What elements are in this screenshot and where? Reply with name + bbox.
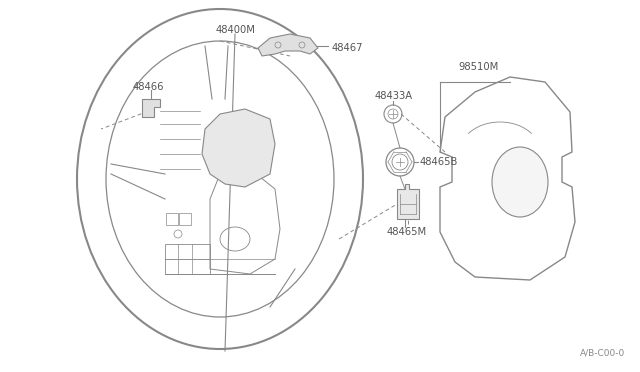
Text: 48433A: 48433A: [375, 91, 413, 101]
Polygon shape: [258, 34, 318, 56]
Text: 48465M: 48465M: [387, 227, 427, 237]
Text: 48465B: 48465B: [420, 157, 458, 167]
Polygon shape: [397, 184, 419, 219]
Text: 48467: 48467: [332, 43, 364, 53]
Text: 98510M: 98510M: [458, 62, 499, 72]
Polygon shape: [202, 109, 275, 187]
Ellipse shape: [492, 147, 548, 217]
Text: A/B-C00-0: A/B-C00-0: [580, 348, 625, 357]
Polygon shape: [142, 99, 160, 117]
Bar: [166, 213, 178, 225]
Text: 48400M: 48400M: [215, 25, 255, 35]
Text: 48466: 48466: [132, 82, 164, 92]
Bar: [179, 213, 191, 225]
